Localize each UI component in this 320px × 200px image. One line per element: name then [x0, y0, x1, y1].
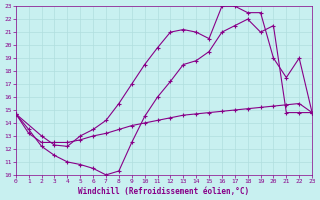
X-axis label: Windchill (Refroidissement éolien,°C): Windchill (Refroidissement éolien,°C) [78, 187, 250, 196]
